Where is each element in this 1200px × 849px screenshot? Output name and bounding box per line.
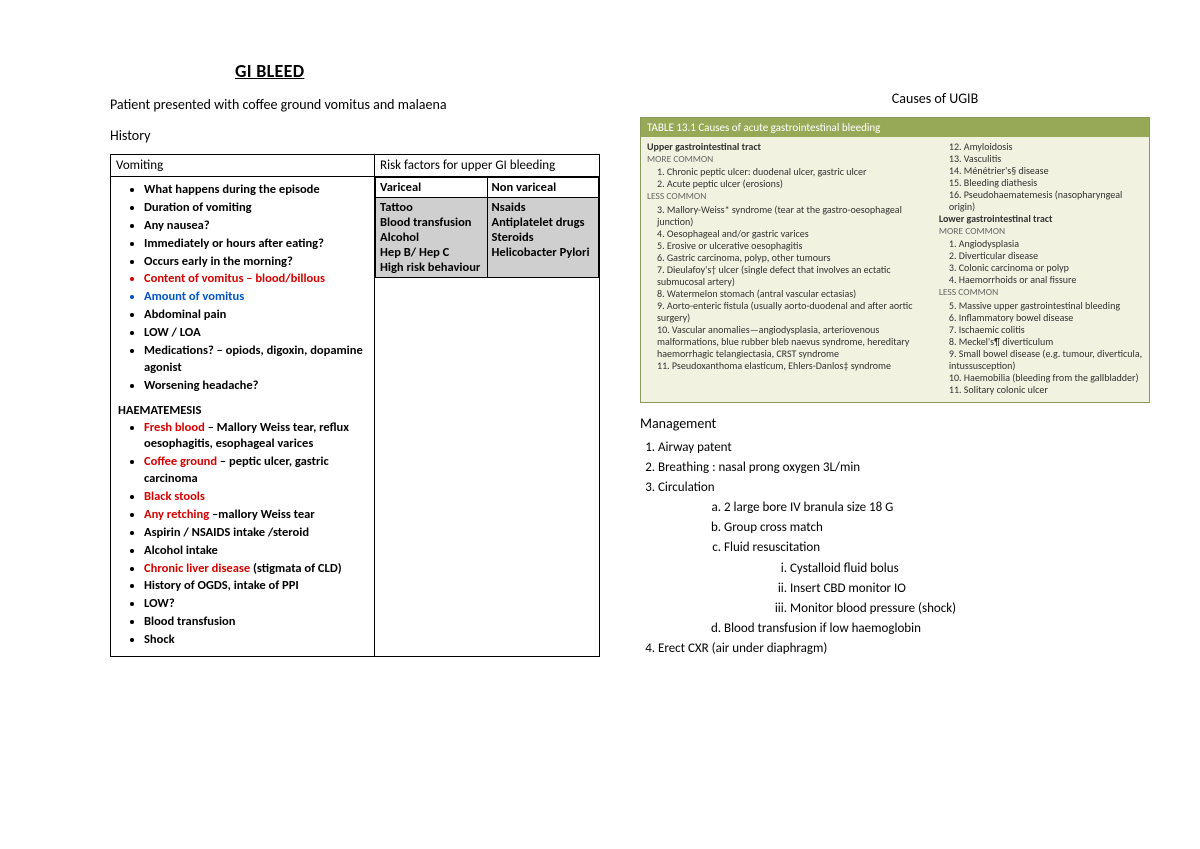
- causes-lower-col: 12. Amyloidosis13. Vasculitis14. Ménétri…: [939, 141, 1143, 396]
- list-item: Cystalloid fluid bolus: [790, 559, 1150, 579]
- list-item: LOW / LOA: [144, 325, 369, 342]
- risk-cell: Variceal Non variceal TattooBlood transf…: [375, 177, 600, 657]
- nonvariceal-body: NsaidsAntiplatelet drugsSteroidsHelicoba…: [487, 198, 598, 278]
- list-item: Shock: [144, 632, 369, 649]
- list-item: Blood transfusion if low haemoglobin: [724, 619, 1150, 639]
- list-item: Any retching –mallory Weiss tear: [144, 507, 369, 524]
- list-item: Any nausea?: [144, 218, 369, 235]
- management-title: Management: [640, 415, 1150, 432]
- management-list: Airway patentBreathing : nasal prong oxy…: [658, 438, 1150, 660]
- list-item: Blood transfusion: [144, 614, 369, 631]
- presentation-text: Patient presented with coffee ground vom…: [110, 96, 600, 113]
- causes-title: Causes of UGIB: [720, 90, 1150, 107]
- right-column: Causes of UGIB TABLE 13.1 Causes of acut…: [640, 60, 1150, 659]
- col-header-vomiting: Vomiting: [111, 155, 375, 177]
- list-item: Worsening headache?: [144, 378, 369, 395]
- page-title: GI BLEED: [235, 60, 600, 82]
- col-header-risk: Risk factors for upper GI bleeding: [375, 155, 600, 177]
- haematemesis-list: Fresh blood – Mallory Weiss tear, reflux…: [116, 420, 369, 649]
- list-item: Content of vomitus – blood/billous: [144, 271, 369, 288]
- vomiting-cell: What happens during the episodeDuration …: [111, 177, 375, 657]
- list-item: Group cross match: [724, 518, 1150, 538]
- causes-table-caption: TABLE 13.1 Causes of acute gastrointesti…: [641, 118, 1149, 137]
- list-item: Fluid resuscitationCystalloid fluid bolu…: [724, 538, 1150, 619]
- list-item: Fresh blood – Mallory Weiss tear, reflux…: [144, 420, 369, 454]
- causes-upper-col: Upper gastrointestinal tractMORE COMMON1…: [647, 141, 929, 396]
- list-item: Immediately or hours after eating?: [144, 236, 369, 253]
- variceal-body: TattooBlood transfusionAlcoholHep B/ Hep…: [376, 198, 487, 278]
- haematemesis-head: HAEMATEMESIS: [118, 403, 369, 418]
- list-item: Airway patent: [658, 438, 1150, 458]
- list-item: Abdominal pain: [144, 307, 369, 324]
- list-item: Duration of vomiting: [144, 200, 369, 217]
- history-table: Vomiting Risk factors for upper GI bleed…: [110, 154, 600, 657]
- list-item: Alcohol intake: [144, 543, 369, 560]
- list-item: Circulation2 large bore IV branula size …: [658, 478, 1150, 639]
- list-item: Coffee ground – peptic ulcer, gastric ca…: [144, 454, 369, 488]
- list-item: What happens during the episode: [144, 182, 369, 199]
- list-item: Occurs early in the morning?: [144, 254, 369, 271]
- risk-inner-table: Variceal Non variceal TattooBlood transf…: [375, 177, 599, 278]
- list-item: Aspirin / NSAIDS intake /steroid: [144, 525, 369, 542]
- list-item: Medications? – opiods, digoxin, dopamine…: [144, 343, 369, 377]
- list-item: Erect CXR (air under diaphragm): [658, 639, 1150, 659]
- history-label: History: [110, 127, 600, 144]
- list-item: Amount of vomitus: [144, 289, 369, 306]
- list-item: 2 large bore IV branula size 18 G: [724, 498, 1150, 518]
- left-column: GI BLEED Patient presented with coffee g…: [110, 60, 600, 659]
- list-item: History of OGDS, intake of PPI: [144, 578, 369, 595]
- vomiting-list: What happens during the episodeDuration …: [116, 182, 369, 395]
- list-item: Chronic liver disease (stigmata of CLD): [144, 561, 369, 578]
- variceal-head: Variceal: [376, 178, 487, 198]
- list-item: LOW?: [144, 596, 369, 613]
- list-item: Monitor blood pressure (shock): [790, 599, 1150, 619]
- nonvariceal-head: Non variceal: [487, 178, 598, 198]
- list-item: Breathing : nasal prong oxygen 3L/min: [658, 458, 1150, 478]
- list-item: Insert CBD monitor IO: [790, 579, 1150, 599]
- list-item: Black stools: [144, 489, 369, 506]
- causes-table: TABLE 13.1 Causes of acute gastrointesti…: [640, 117, 1150, 403]
- document-page: GI BLEED Patient presented with coffee g…: [0, 0, 1200, 679]
